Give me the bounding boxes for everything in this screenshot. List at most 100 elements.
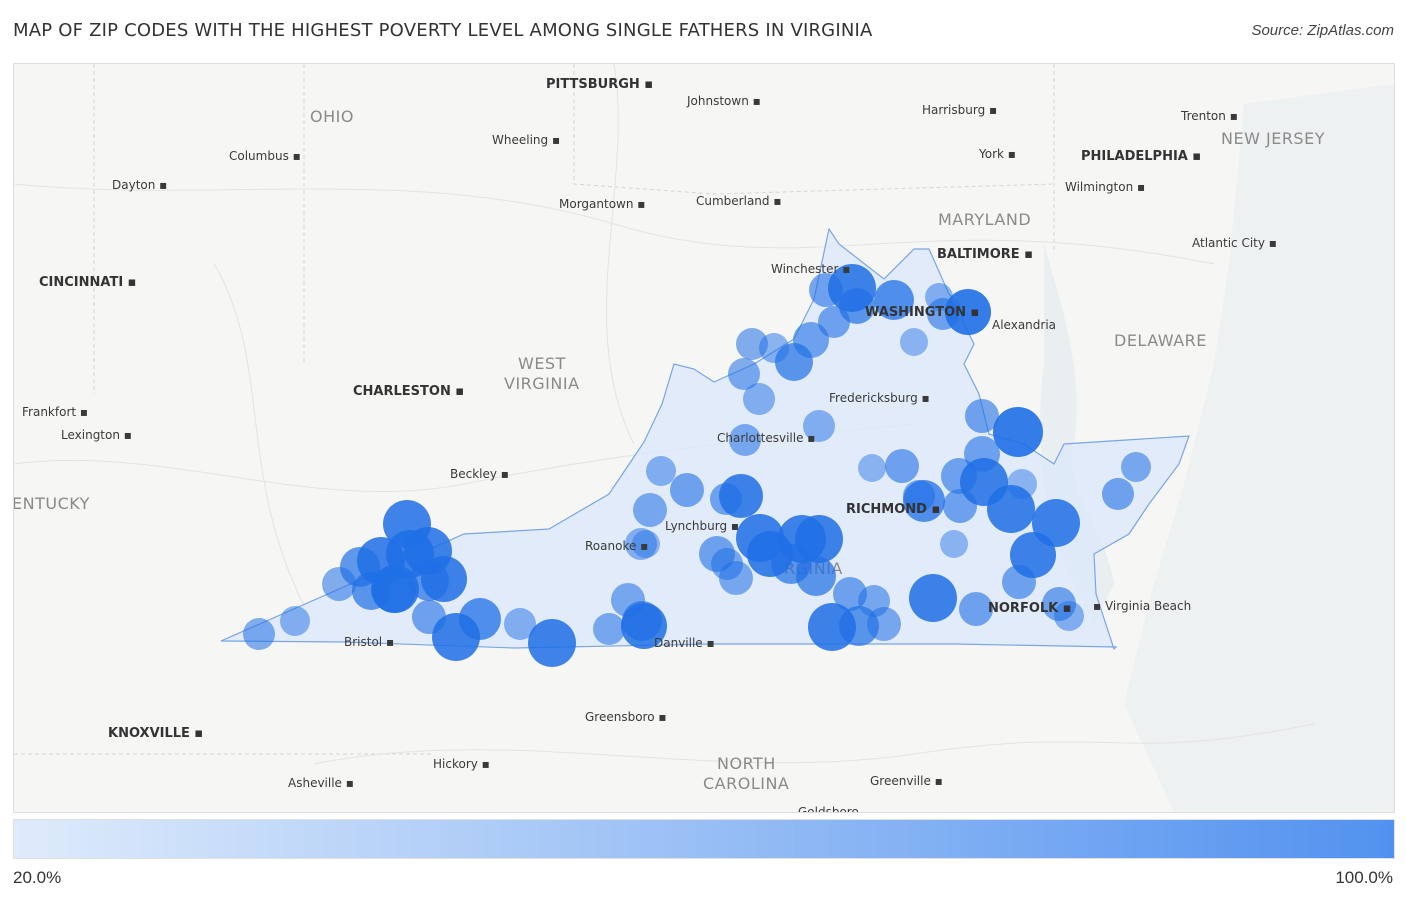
zip-bubble[interactable] <box>670 473 704 507</box>
zip-bubble[interactable] <box>900 328 928 356</box>
zip-bubble[interactable] <box>633 493 667 527</box>
city-beckley: Beckley ▪ <box>450 467 509 481</box>
city-trenton: Trenton ▪ <box>1180 109 1238 123</box>
zip-bubble[interactable] <box>803 410 835 442</box>
zip-bubble[interactable] <box>322 567 356 601</box>
city-roanoke: Roanoke ▪ <box>585 539 648 553</box>
zip-bubbles[interactable] <box>243 264 1151 667</box>
zip-bubble[interactable] <box>1002 565 1036 599</box>
city-morgantown: Morgantown ▪ <box>559 197 645 211</box>
city-harrisburg: Harrisburg ▪ <box>922 103 997 117</box>
zip-bubble[interactable] <box>858 454 886 482</box>
city-danville: Danville ▪ <box>654 636 715 650</box>
state-label-new-jersey: NEW JERSEY <box>1221 129 1325 148</box>
city-johnstown: Johnstown ▪ <box>686 94 761 108</box>
zip-bubble[interactable] <box>412 600 446 634</box>
state-label-delaware: DELAWARE <box>1114 331 1207 350</box>
state-label-west-virginia-line2: VIRGINIA <box>504 374 580 393</box>
city-fredericksburg: Fredericksburg ▪ <box>829 391 930 405</box>
zip-bubble[interactable] <box>736 328 768 360</box>
city-philadelphia: PHILADELPHIA ▪ <box>1081 149 1201 164</box>
state-label-north-carolina-line1: NORTH <box>717 754 776 773</box>
zip-bubble[interactable] <box>987 485 1035 533</box>
city-atlantic-city: Atlantic City ▪ <box>1192 236 1277 250</box>
state-label-north-carolina-line2: CAROLINA <box>703 774 789 793</box>
zip-bubble[interactable] <box>965 399 999 433</box>
city-greenville: Greenville ▪ <box>870 774 943 788</box>
city-hickory: Hickory ▪ <box>433 757 490 771</box>
city-norfolk: NORFOLK ▪ <box>988 601 1072 616</box>
zip-bubble[interactable] <box>632 530 660 558</box>
zip-bubble[interactable] <box>280 606 310 636</box>
city-wilmington: Wilmington ▪ <box>1065 180 1145 194</box>
map-canvas: OHIO WEST VIRGINIA MARYLAND NEW JERSEY D… <box>14 64 1394 812</box>
city-charlottesville: Charlottesville ▪ <box>717 431 815 445</box>
zip-bubble[interactable] <box>1102 478 1134 510</box>
state-label-kentucky: ENTUCKY <box>14 494 90 513</box>
zip-bubble[interactable] <box>809 273 843 307</box>
zip-bubble[interactable] <box>775 343 813 381</box>
city-labels: PITTSBURGH ▪ Johnstown ▪ Harrisburg ▪ Tr… <box>22 77 1277 812</box>
legend-max-label: 100.0% <box>1335 868 1393 887</box>
state-label-maryland: MARYLAND <box>938 210 1031 229</box>
zip-bubble[interactable] <box>728 358 760 390</box>
zip-bubble[interactable] <box>993 407 1043 457</box>
zip-bubble[interactable] <box>611 583 645 617</box>
zip-bubble[interactable] <box>874 280 914 320</box>
zip-bubble[interactable] <box>409 561 449 601</box>
zip-bubble[interactable] <box>940 530 968 558</box>
state-label-ohio: OHIO <box>310 107 354 126</box>
zip-bubble[interactable] <box>959 592 993 626</box>
zip-bubble[interactable] <box>909 574 957 622</box>
city-charleston: CHARLESTON ▪ <box>353 384 464 399</box>
zip-bubble[interactable] <box>818 306 850 338</box>
state-label-west-virginia-line1: WEST <box>518 354 566 373</box>
zip-bubble[interactable] <box>528 619 576 667</box>
state-labels: OHIO WEST VIRGINIA MARYLAND NEW JERSEY D… <box>14 107 1325 793</box>
zip-bubble[interactable] <box>885 449 919 483</box>
zip-bubble[interactable] <box>927 298 959 330</box>
zip-bubble[interactable] <box>943 489 977 523</box>
city-dayton: Dayton ▪ <box>112 178 167 192</box>
city-wheeling: Wheeling ▪ <box>492 133 560 147</box>
city-winchester: Winchester ▪ <box>771 262 850 276</box>
zip-bubble[interactable] <box>625 528 657 560</box>
zip-bubble[interactable] <box>719 561 753 595</box>
map-title: MAP OF ZIP CODES WITH THE HIGHEST POVERT… <box>13 20 873 41</box>
zip-bubble[interactable] <box>372 569 416 613</box>
city-bristol: Bristol ▪ <box>344 635 394 649</box>
zip-bubble[interactable] <box>1054 601 1084 631</box>
zip-bubble[interactable] <box>729 424 761 456</box>
legend-color-bar <box>13 819 1395 859</box>
city-knoxville: KNOXVILLE ▪ <box>108 726 203 741</box>
zip-bubble[interactable] <box>795 515 843 563</box>
city-asheville: Asheville ▪ <box>288 776 354 790</box>
city-columbus: Columbus ▪ <box>229 149 301 163</box>
zip-bubble[interactable] <box>903 480 945 522</box>
zip-bubble[interactable] <box>710 483 742 515</box>
zip-bubble[interactable] <box>646 456 676 486</box>
city-richmond: RICHMOND ▪ <box>846 502 940 517</box>
zip-bubble[interactable] <box>504 608 536 640</box>
legend-min-label: 20.0% <box>13 868 62 887</box>
city-frankfort: Frankfort ▪ <box>22 405 88 419</box>
city-lexington: Lexington ▪ <box>61 428 132 442</box>
city-york: York ▪ <box>978 147 1016 161</box>
zip-bubble[interactable] <box>945 289 991 335</box>
map-area[interactable]: OHIO WEST VIRGINIA MARYLAND NEW JERSEY D… <box>13 63 1395 813</box>
zip-bubble[interactable] <box>796 556 836 596</box>
zip-bubble[interactable] <box>743 383 775 415</box>
city-cutoff: Goldsboro <box>798 805 859 812</box>
zip-bubble[interactable] <box>867 607 901 641</box>
city-cumberland: Cumberland ▪ <box>696 194 781 208</box>
zip-bubble[interactable] <box>1121 452 1151 482</box>
zip-bubble[interactable] <box>593 613 625 645</box>
city-pittsburgh: PITTSBURGH ▪ <box>546 77 653 92</box>
city-virginia-beach: ▪ Virginia Beach <box>1093 599 1191 613</box>
city-washington: WASHINGTON ▪ <box>865 305 979 320</box>
zip-bubble[interactable] <box>243 618 275 650</box>
city-lynchburg: Lynchburg ▪ <box>665 519 739 533</box>
city-alexandria: Alexandria <box>992 318 1056 332</box>
source-credit: Source: ZipAtlas.com <box>1251 22 1394 39</box>
city-cincinnati: CINCINNATI ▪ <box>39 275 137 290</box>
